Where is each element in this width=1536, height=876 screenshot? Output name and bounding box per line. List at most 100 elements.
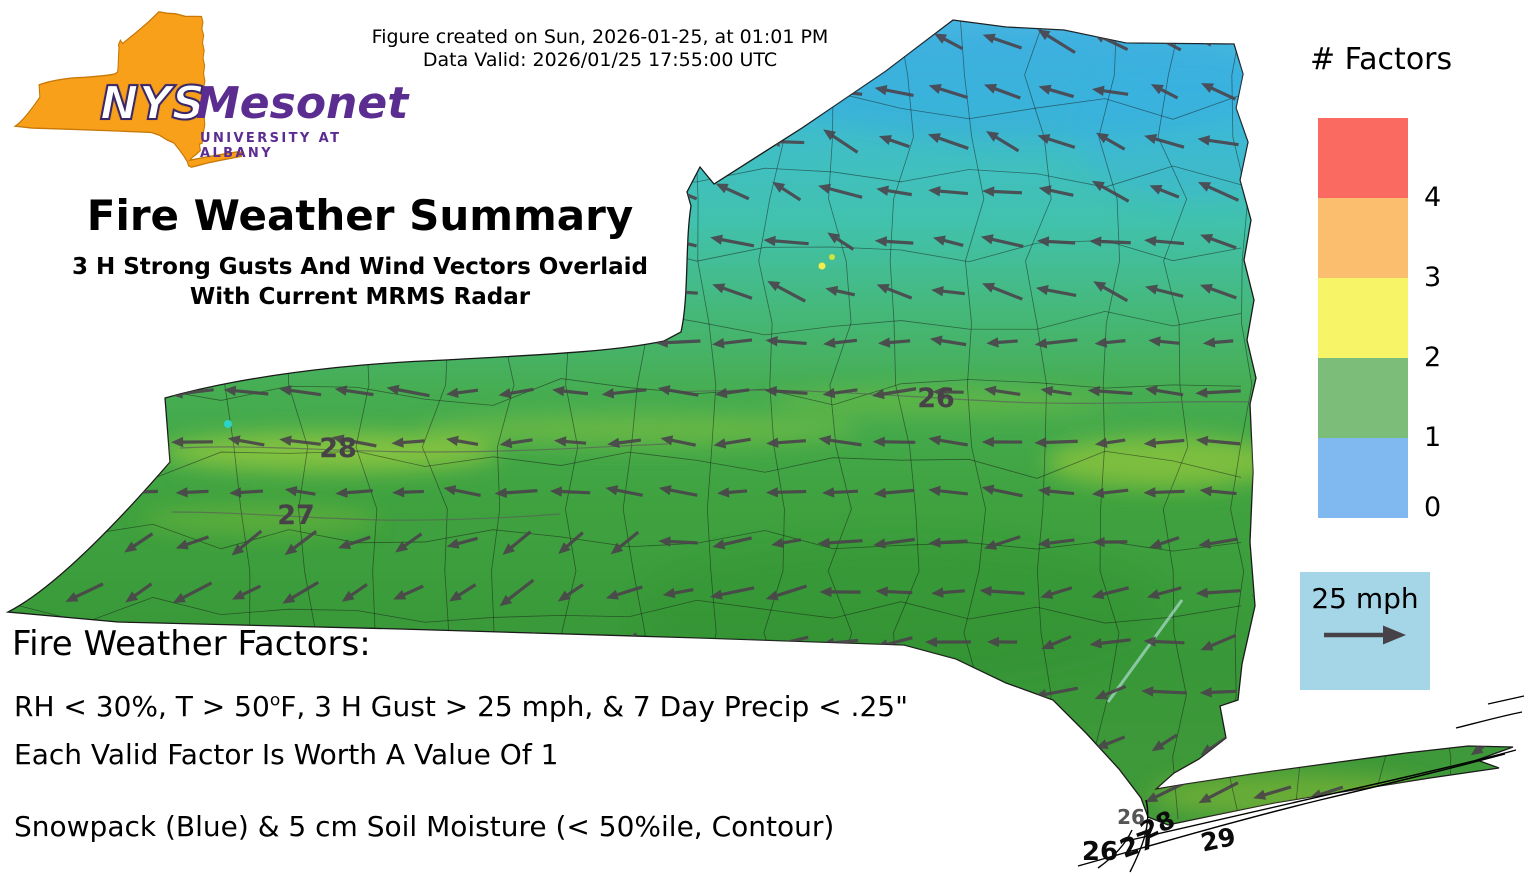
wind-arrow xyxy=(709,738,755,749)
wind-arrow xyxy=(1417,84,1452,100)
wind-arrow xyxy=(1469,437,1507,449)
wind-arrow xyxy=(1470,284,1507,299)
wind-arrow xyxy=(601,388,647,399)
wind-arrow xyxy=(1198,537,1239,549)
footnote-value-line: Each Valid Factor Is Worth A Value Of 1 xyxy=(14,738,559,771)
wind-arrow xyxy=(771,537,802,549)
wind-arrow xyxy=(500,133,533,151)
wind-arrow xyxy=(931,587,965,598)
wind-arrow xyxy=(1095,735,1126,749)
wind-arrow xyxy=(1252,537,1293,550)
soil-moisture-contours xyxy=(1077,695,1525,873)
wind-arrow xyxy=(1091,487,1129,499)
wind-arrow xyxy=(1362,832,1398,853)
wind-arrow xyxy=(767,280,806,303)
factors-legend: 4 3 2 1 0 xyxy=(1318,118,1441,523)
wind-arrow xyxy=(1037,29,1076,54)
wind-arrow xyxy=(1037,537,1075,549)
wind-arrow xyxy=(658,536,698,547)
wind-arrow xyxy=(930,685,967,700)
wind-arrow xyxy=(1249,337,1295,349)
wind-arrow xyxy=(1414,232,1455,252)
wind-arrow xyxy=(928,485,969,497)
wind-arrow xyxy=(1091,180,1130,203)
wind-arrow xyxy=(63,335,105,346)
wind-arrow xyxy=(1151,733,1178,752)
wind-arrow xyxy=(927,133,969,150)
wind-arrow xyxy=(1365,731,1397,753)
wind-arrow xyxy=(1034,437,1078,448)
degree-superscript: o xyxy=(269,690,281,711)
wind-arrow xyxy=(285,782,316,803)
legend-label-2: 2 xyxy=(1424,342,1442,373)
wind-arrow xyxy=(712,536,753,550)
wind-arrow xyxy=(928,185,969,197)
wind-arrow xyxy=(661,786,695,797)
wind-arrow xyxy=(553,84,587,99)
wind-arrow xyxy=(1040,586,1073,599)
wind-arrow xyxy=(1199,283,1237,300)
wind-arrow xyxy=(1144,385,1184,397)
wind-arrow xyxy=(231,584,262,600)
wind-arrow xyxy=(712,338,753,349)
wind-arrow xyxy=(1149,184,1180,199)
wind-arrow xyxy=(446,387,479,398)
wind-arrow xyxy=(1466,234,1510,249)
factors-suffix: F, 3 H Gust > 25 mph, & 7 Day Precip < .… xyxy=(280,690,908,723)
wind-arrow xyxy=(557,583,584,602)
wind-arrow xyxy=(444,335,480,347)
wind-arrow xyxy=(223,385,269,396)
wind-arrow xyxy=(1255,736,1289,749)
wind-reference-box: 25 mph xyxy=(1300,572,1430,690)
wind-arrow xyxy=(825,285,856,297)
wind-arrow xyxy=(1144,134,1185,149)
wind-arrow xyxy=(934,33,964,51)
logo-ny-state-shape xyxy=(13,11,245,168)
legend-swatch-1 xyxy=(1318,358,1408,438)
wind-arrow xyxy=(662,587,694,599)
wind-arrow xyxy=(981,484,1023,498)
wind-arrow xyxy=(494,487,538,498)
wind-arrow xyxy=(442,634,483,651)
wind-arrow xyxy=(14,233,47,251)
wind-arrow xyxy=(555,635,586,650)
wind-arrow xyxy=(282,580,320,604)
wind-arrow xyxy=(1256,436,1288,447)
wind-arrow xyxy=(877,337,911,348)
wind-arrow xyxy=(1465,487,1512,499)
wind-arrow xyxy=(714,387,750,399)
wind-arrow xyxy=(65,582,104,602)
wind-arrow xyxy=(1038,84,1075,99)
wind-arrow xyxy=(549,334,591,348)
wind-arrow xyxy=(386,384,430,398)
wind-arrow xyxy=(1413,784,1456,801)
wind-arrow xyxy=(1149,536,1180,549)
wind-arrow xyxy=(818,786,862,797)
wind-arrow xyxy=(986,636,1018,648)
wind-arrow xyxy=(878,32,911,51)
wind-arrow xyxy=(1038,185,1074,197)
soil-contour-label: 26 xyxy=(1082,837,1118,867)
wind-arrow xyxy=(605,585,643,600)
wind-reference-label: 25 mph xyxy=(1311,582,1419,615)
wind-arrow xyxy=(1472,136,1505,147)
wind-arrow xyxy=(823,129,859,154)
wind-arrow xyxy=(555,736,586,749)
wind-arrow xyxy=(925,636,971,648)
wind-arrow xyxy=(763,235,809,247)
wind-arrow xyxy=(1252,285,1293,297)
wind-arrow xyxy=(817,537,863,548)
wind-arrow xyxy=(1195,435,1241,447)
wind-arrow xyxy=(1311,732,1343,752)
wind-arrow xyxy=(715,183,750,201)
wind-arrow xyxy=(1036,236,1076,247)
wind-arrow xyxy=(766,437,806,448)
wind-arrow xyxy=(337,785,372,800)
wind-arrow xyxy=(1144,235,1185,247)
wind-arrow xyxy=(819,586,861,598)
wind-arrow xyxy=(1195,587,1241,598)
wind-arrow xyxy=(823,337,858,348)
wind-arrow xyxy=(932,386,964,398)
gust-contour-label: 26 xyxy=(917,383,955,414)
wind-arrow xyxy=(1143,437,1185,449)
